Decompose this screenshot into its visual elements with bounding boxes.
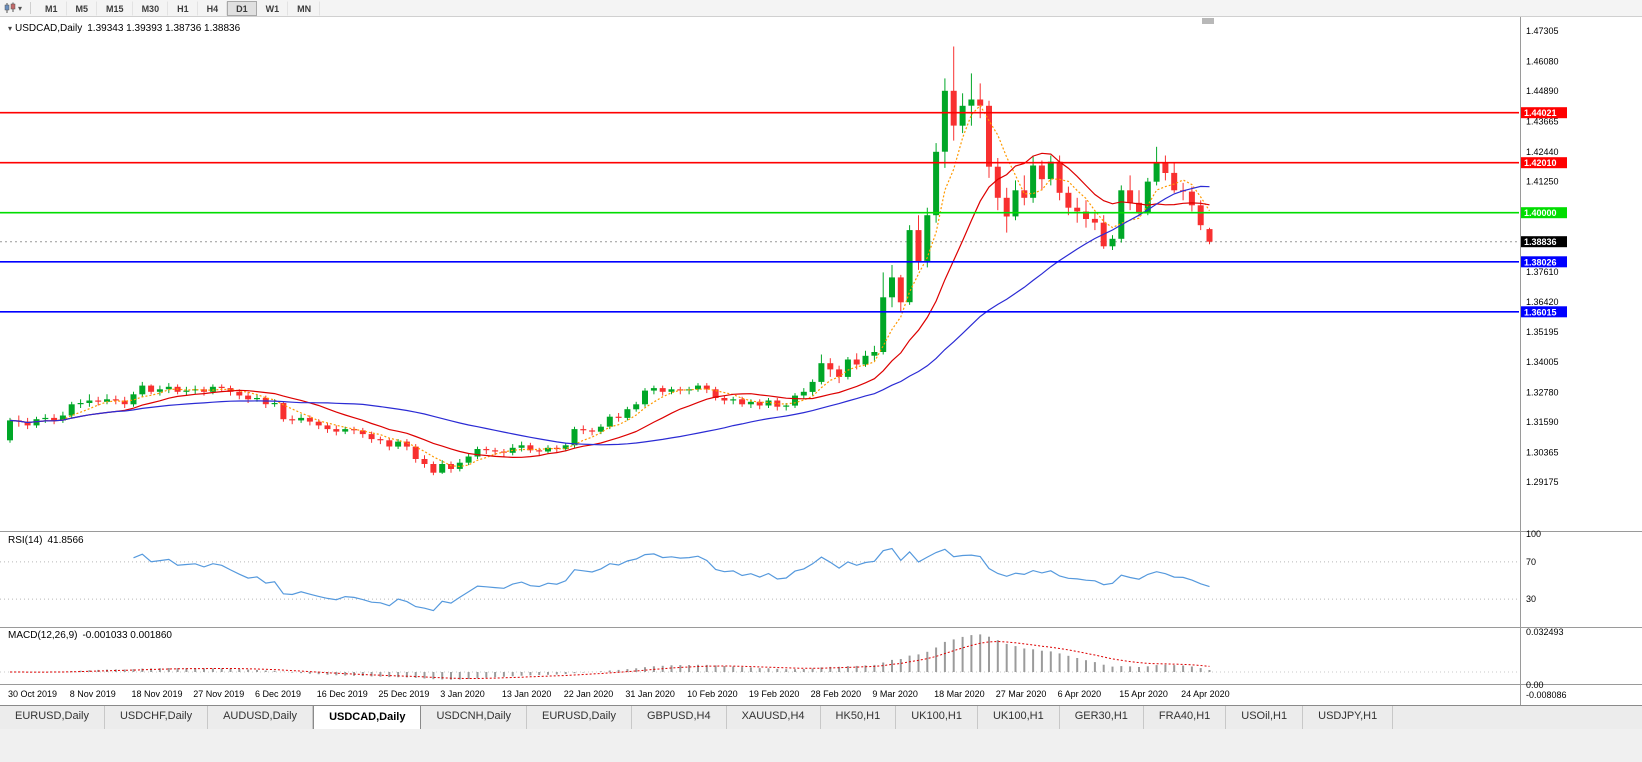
chart-tab-4-usdcnh-daily[interactable]: USDCNH,Daily bbox=[421, 706, 528, 729]
svg-text:1.44021: 1.44021 bbox=[1524, 108, 1557, 118]
svg-text:13 Jan 2020: 13 Jan 2020 bbox=[502, 689, 552, 699]
svg-text:1.44890: 1.44890 bbox=[1526, 86, 1559, 96]
timeframe-button-mn[interactable]: MN bbox=[288, 0, 321, 16]
timeframe-buttons: M1 M5 M15 M30 H1 H4 D1 W1 MN bbox=[36, 0, 321, 16]
svg-text:19 Feb 2020: 19 Feb 2020 bbox=[749, 689, 800, 699]
svg-text:1.42440: 1.42440 bbox=[1526, 147, 1559, 157]
svg-text:16 Dec 2019: 16 Dec 2019 bbox=[317, 689, 368, 699]
price-badge-1.44021 bbox=[1521, 107, 1567, 119]
timeframe-button-h1[interactable]: H1 bbox=[168, 0, 198, 16]
rsi-line bbox=[133, 547, 1210, 612]
timeframe-button-h4[interactable]: H4 bbox=[198, 0, 228, 16]
chevron-down-icon[interactable]: ▾ bbox=[18, 3, 23, 13]
timeframe-button-w1[interactable]: W1 bbox=[257, 0, 289, 16]
svg-text:18 Mar 2020: 18 Mar 2020 bbox=[934, 689, 985, 699]
svg-text:28 Feb 2020: 28 Feb 2020 bbox=[811, 689, 862, 699]
timeframe-toolbar: ▾ M1 M5 M15 M30 H1 H4 D1 W1 MN bbox=[0, 0, 1642, 17]
date-axis[interactable]: 30 Oct 2019 8 Nov 2019 18 Nov 2019 27 Nov 2… bbox=[8, 689, 1230, 699]
chart-tab-1-usdchf-daily[interactable]: USDCHF,Daily bbox=[105, 706, 209, 729]
svg-text:27 Nov 2019: 27 Nov 2019 bbox=[193, 689, 244, 699]
toolbar-separator bbox=[30, 2, 32, 14]
chart-shift-marker bbox=[1202, 18, 1214, 24]
bottom-filler bbox=[0, 729, 1642, 762]
price-chart-canvas[interactable]: 1.47305 1.46080 1.44890 1.43665 1.42440 1.412… bbox=[0, 17, 1642, 705]
price-badge-1.38836 bbox=[1521, 236, 1567, 248]
svg-text:0.00: 0.00 bbox=[1526, 680, 1544, 690]
svg-text:1.36015: 1.36015 bbox=[1524, 307, 1557, 317]
svg-text:1.42010: 1.42010 bbox=[1524, 158, 1557, 168]
svg-text:70: 70 bbox=[1526, 557, 1536, 567]
svg-text:1.34005: 1.34005 bbox=[1526, 357, 1559, 367]
chart-tab-3-usdcad-daily[interactable]: USDCAD,Daily bbox=[313, 705, 422, 729]
chart-tab-5-eurusd-daily[interactable]: EURUSD,Daily bbox=[527, 706, 632, 729]
svg-text:8 Nov 2019: 8 Nov 2019 bbox=[70, 689, 116, 699]
chart-tab-11-ger30-h1[interactable]: GER30,H1 bbox=[1060, 706, 1144, 729]
macd-signal-line bbox=[10, 640, 1210, 679]
chart-tab-2-audusd-daily[interactable]: AUDUSD,Daily bbox=[208, 706, 314, 729]
chart-type-icon[interactable] bbox=[4, 2, 17, 14]
svg-text:27 Mar 2020: 27 Mar 2020 bbox=[996, 689, 1047, 699]
svg-text:1.43665: 1.43665 bbox=[1526, 117, 1559, 127]
svg-text:1.47305: 1.47305 bbox=[1526, 26, 1559, 36]
chart-tab-8-hk50-h1[interactable]: HK50,H1 bbox=[821, 706, 897, 729]
chart-tab-12-fra40-h1[interactable]: FRA40,H1 bbox=[1144, 706, 1227, 729]
svg-text:15 Apr 2020: 15 Apr 2020 bbox=[1119, 689, 1168, 699]
svg-text:1.36420: 1.36420 bbox=[1526, 297, 1559, 307]
timeframe-button-m5[interactable]: M5 bbox=[67, 0, 98, 16]
chart-tab-7-xauusd-h4[interactable]: XAUUSD,H4 bbox=[727, 706, 821, 729]
svg-text:1.40000: 1.40000 bbox=[1524, 208, 1557, 218]
ma-line-34 bbox=[9, 185, 1210, 446]
price-badge-1.40000 bbox=[1521, 207, 1567, 219]
svg-text:22 Jan 2020: 22 Jan 2020 bbox=[564, 689, 614, 699]
svg-text:25 Dec 2019: 25 Dec 2019 bbox=[378, 689, 429, 699]
main-plot bbox=[0, 46, 1519, 476]
svg-text:3 Jan 2020: 3 Jan 2020 bbox=[440, 689, 485, 699]
svg-text:6 Apr 2020: 6 Apr 2020 bbox=[1058, 689, 1102, 699]
candlestick-series bbox=[7, 46, 1213, 476]
rsi-plot bbox=[0, 547, 1519, 612]
svg-text:24 Apr 2020: 24 Apr 2020 bbox=[1181, 689, 1230, 699]
macd-plot bbox=[0, 634, 1519, 680]
timeframe-button-d1[interactable]: D1 bbox=[227, 0, 257, 16]
chart-tab-14-usdjpy-h1[interactable]: USDJPY,H1 bbox=[1303, 706, 1394, 729]
chart-tab-9-uk100-h1[interactable]: UK100,H1 bbox=[896, 706, 978, 729]
price-badge-1.36015 bbox=[1521, 306, 1567, 318]
svg-text:100: 100 bbox=[1526, 529, 1541, 539]
timeframe-button-m15[interactable]: M15 bbox=[97, 0, 133, 16]
svg-text:1.30365: 1.30365 bbox=[1526, 447, 1559, 457]
svg-text:1.32780: 1.32780 bbox=[1526, 387, 1559, 397]
svg-text:1.35195: 1.35195 bbox=[1526, 327, 1559, 337]
chart-tab-10-uk100-h1[interactable]: UK100,H1 bbox=[978, 706, 1060, 729]
svg-text:10 Feb 2020: 10 Feb 2020 bbox=[687, 689, 738, 699]
svg-text:1.37610: 1.37610 bbox=[1526, 267, 1559, 277]
svg-text:9 Mar 2020: 9 Mar 2020 bbox=[872, 689, 918, 699]
svg-text:1.41250: 1.41250 bbox=[1526, 177, 1559, 187]
svg-text:1.38836: 1.38836 bbox=[1524, 237, 1557, 247]
svg-text:0.032493: 0.032493 bbox=[1526, 627, 1564, 637]
svg-text:-0.008086: -0.008086 bbox=[1526, 690, 1567, 700]
timeframe-button-m30[interactable]: M30 bbox=[133, 0, 169, 16]
chart-tab-0-eurusd-daily[interactable]: EURUSD,Daily bbox=[0, 706, 105, 729]
svg-text:1.29175: 1.29175 bbox=[1526, 477, 1559, 487]
svg-text:31 Jan 2020: 31 Jan 2020 bbox=[625, 689, 675, 699]
chart-tab-bar: EURUSD,Daily USDCHF,Daily AUDUSD,Daily USDC… bbox=[0, 705, 1642, 729]
chart-area[interactable]: 1.47305 1.46080 1.44890 1.43665 1.42440 1.412… bbox=[0, 17, 1642, 705]
price-axis[interactable]: 1.47305 1.46080 1.44890 1.43665 1.42440 1.412… bbox=[1521, 26, 1567, 700]
svg-text:30: 30 bbox=[1526, 594, 1536, 604]
svg-text:1.31590: 1.31590 bbox=[1526, 417, 1559, 427]
chart-tab-6-gbpusd-h4[interactable]: GBPUSD,H4 bbox=[632, 706, 727, 729]
price-badge-1.38026 bbox=[1521, 256, 1567, 268]
chart-tab-13-usoil-h1[interactable]: USOil,H1 bbox=[1226, 706, 1304, 729]
svg-text:18 Nov 2019: 18 Nov 2019 bbox=[132, 689, 183, 699]
ma-line-13 bbox=[9, 152, 1210, 459]
svg-text:1.46080: 1.46080 bbox=[1526, 57, 1559, 67]
svg-text:1.38026: 1.38026 bbox=[1524, 257, 1557, 267]
price-badge-1.42010 bbox=[1521, 157, 1567, 169]
timeframe-button-m1[interactable]: M1 bbox=[36, 0, 67, 16]
svg-text:30 Oct 2019: 30 Oct 2019 bbox=[8, 689, 57, 699]
svg-text:6 Dec 2019: 6 Dec 2019 bbox=[255, 689, 301, 699]
